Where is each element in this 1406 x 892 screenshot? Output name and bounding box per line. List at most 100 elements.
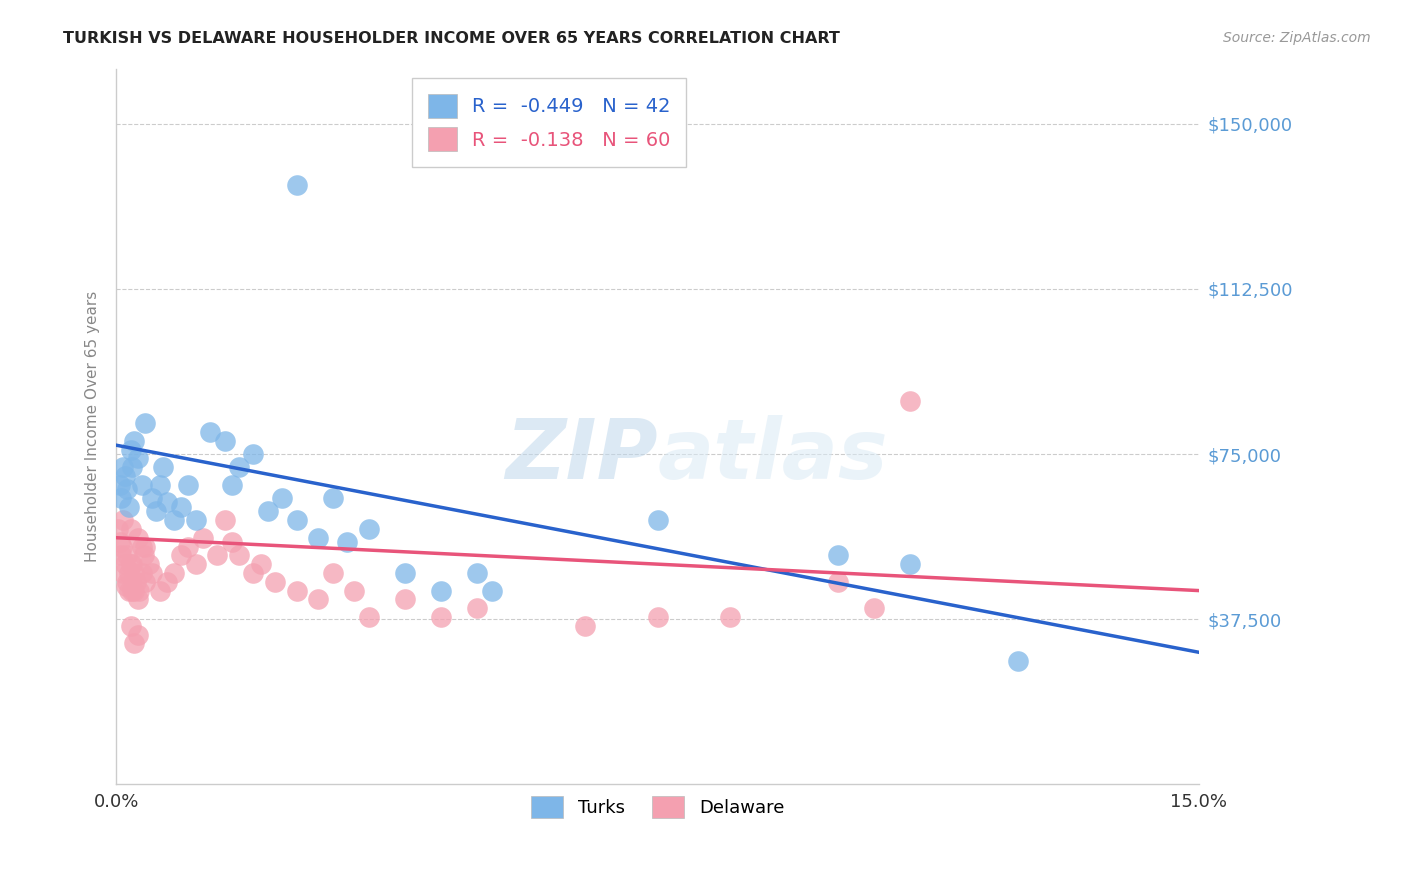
Point: [124, 434, 146, 448]
Point: [120, 557, 142, 571]
Point: [191, 531, 214, 545]
Point: [198, 425, 221, 439]
Point: [121, 583, 143, 598]
Point: [108, 478, 131, 492]
Point: [111, 540, 134, 554]
Point: [177, 478, 200, 492]
Point: [115, 574, 138, 589]
Point: [1007, 654, 1029, 668]
Y-axis label: Householder Income Over 65 years: Householder Income Over 65 years: [86, 291, 100, 562]
Point: [120, 522, 142, 536]
Point: [647, 513, 669, 527]
Point: [170, 500, 193, 514]
Point: [138, 557, 160, 571]
Point: [141, 491, 163, 505]
Point: [117, 583, 139, 598]
Point: [127, 531, 149, 545]
Point: [115, 549, 138, 563]
Point: [394, 592, 416, 607]
Point: [574, 619, 596, 633]
Point: [134, 416, 156, 430]
Point: [110, 549, 132, 563]
Point: [264, 574, 287, 589]
Point: [242, 566, 264, 580]
Point: [307, 531, 329, 545]
Point: [156, 574, 179, 589]
Point: [863, 601, 886, 615]
Point: [107, 522, 129, 536]
Point: [124, 583, 146, 598]
Point: [177, 540, 200, 554]
Point: [898, 394, 921, 409]
Point: [357, 522, 380, 536]
Point: [131, 478, 153, 492]
Point: [256, 504, 278, 518]
Point: [647, 610, 669, 624]
Point: [827, 549, 849, 563]
Point: [114, 557, 136, 571]
Point: [134, 574, 156, 589]
Point: [242, 447, 264, 461]
Point: [307, 592, 329, 607]
Point: [465, 601, 488, 615]
Point: [228, 460, 250, 475]
Point: [118, 566, 141, 580]
Point: [465, 566, 488, 580]
Point: [827, 574, 849, 589]
Point: [114, 469, 136, 483]
Point: [184, 513, 207, 527]
Point: [249, 557, 271, 571]
Point: [141, 566, 163, 580]
Point: [898, 557, 921, 571]
Point: [112, 513, 135, 527]
Point: [152, 460, 174, 475]
Point: [148, 478, 170, 492]
Point: [163, 566, 186, 580]
Text: atlas: atlas: [658, 415, 889, 496]
Point: [131, 566, 153, 580]
Legend: Turks, Delaware: Turks, Delaware: [523, 789, 792, 825]
Point: [156, 495, 179, 509]
Point: [118, 500, 141, 514]
Text: ZIP: ZIP: [505, 415, 658, 496]
Point: [336, 535, 359, 549]
Point: [322, 491, 344, 505]
Point: [108, 535, 131, 549]
Point: [125, 574, 148, 589]
Point: [148, 583, 170, 598]
Point: [115, 482, 138, 496]
Point: [221, 478, 243, 492]
Point: [285, 583, 308, 598]
Point: [285, 513, 308, 527]
Point: [228, 549, 250, 563]
Point: [357, 610, 380, 624]
Point: [184, 557, 207, 571]
Point: [214, 513, 236, 527]
Point: [394, 566, 416, 580]
Point: [124, 566, 146, 580]
Point: [430, 583, 453, 598]
Point: [127, 451, 149, 466]
Point: [127, 592, 149, 607]
Point: [221, 535, 243, 549]
Point: [124, 636, 146, 650]
Point: [112, 460, 135, 475]
Point: [110, 491, 132, 505]
Point: [127, 627, 149, 641]
Point: [163, 513, 186, 527]
Text: Source: ZipAtlas.com: Source: ZipAtlas.com: [1223, 31, 1371, 45]
Point: [120, 619, 142, 633]
Point: [430, 610, 453, 624]
Point: [285, 178, 308, 193]
Point: [343, 583, 366, 598]
Point: [134, 540, 156, 554]
Point: [214, 434, 236, 448]
Point: [112, 566, 135, 580]
Point: [128, 583, 150, 598]
Point: [131, 540, 153, 554]
Point: [207, 549, 229, 563]
Point: [120, 442, 142, 457]
Point: [115, 579, 138, 593]
Point: [121, 460, 143, 475]
Point: [481, 583, 503, 598]
